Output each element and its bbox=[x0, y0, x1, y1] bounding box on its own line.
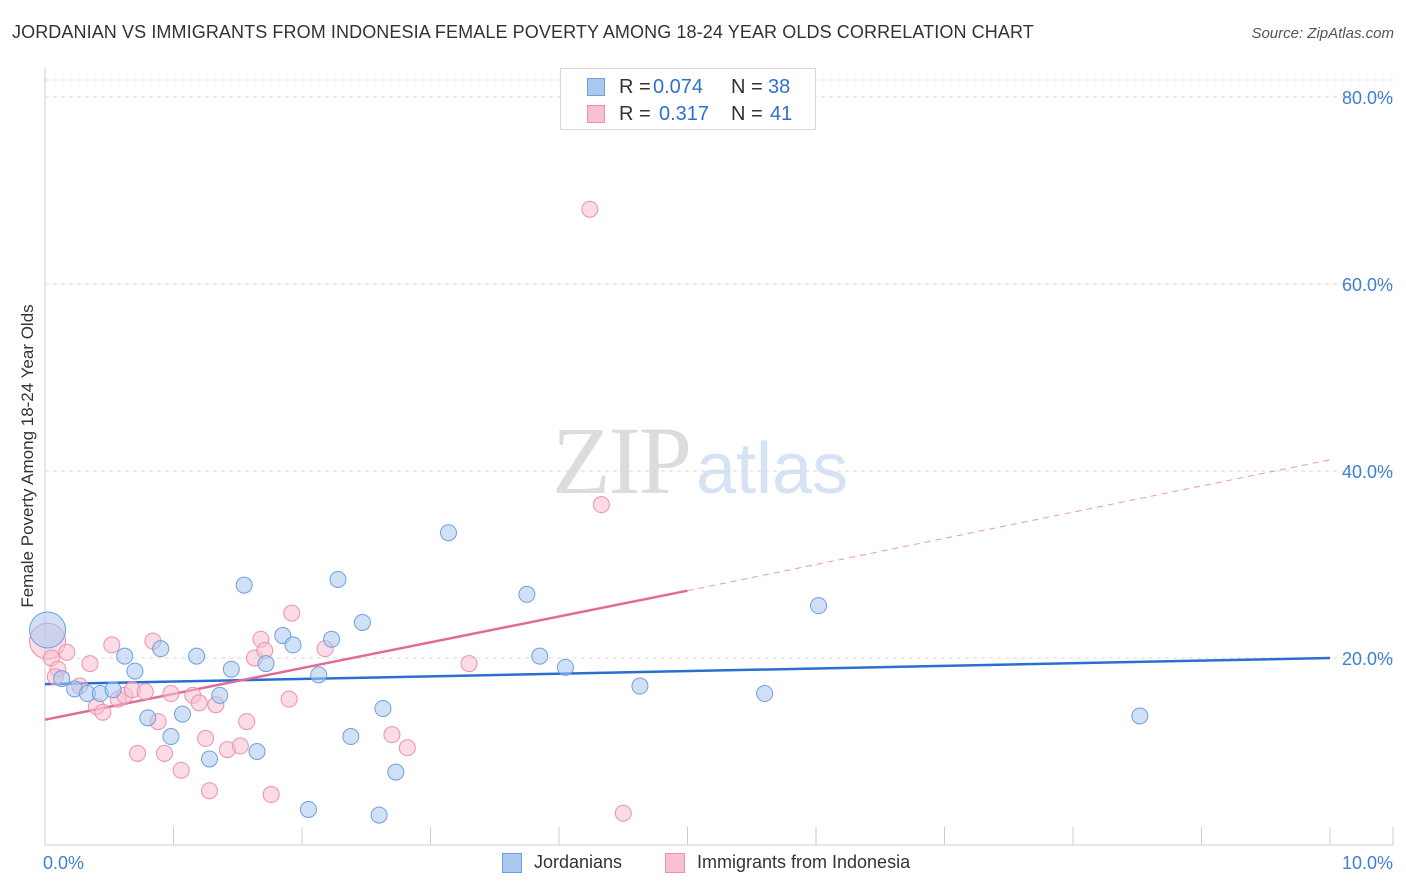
legend-r-value: 0.074 bbox=[653, 76, 704, 98]
data-point-indonesia bbox=[592, 496, 610, 514]
data-point-jordanians bbox=[235, 576, 253, 594]
legend-n-label: N = bbox=[731, 103, 763, 125]
points-layer bbox=[29, 200, 1149, 824]
data-point-indonesia bbox=[280, 690, 298, 708]
data-point-jordanians bbox=[53, 670, 71, 688]
legend-r-label: R = bbox=[619, 76, 651, 98]
data-point-jordanians bbox=[104, 681, 122, 699]
data-point-jordanians bbox=[810, 597, 828, 615]
legend-swatch-indonesia bbox=[587, 105, 605, 123]
legend-r-value: 0.317 bbox=[659, 103, 710, 125]
source-label: Source: ZipAtlas.com bbox=[1251, 25, 1394, 42]
data-point-indonesia bbox=[136, 683, 154, 701]
data-point-indonesia bbox=[197, 729, 215, 747]
data-point-jordanians bbox=[126, 662, 144, 680]
y-tick-label: 60.0% bbox=[1342, 275, 1393, 295]
data-point-jordanians bbox=[152, 640, 170, 658]
data-point-jordanians bbox=[188, 647, 206, 665]
y-axis-label: Female Poverty Among 18-24 Year Olds bbox=[18, 304, 37, 608]
chart-title: JORDANIAN VS IMMIGRANTS FROM INDONESIA F… bbox=[12, 22, 1034, 42]
data-point-indonesia bbox=[156, 744, 174, 762]
data-point-jordanians bbox=[200, 750, 218, 768]
data-point-jordanians bbox=[556, 658, 574, 676]
data-point-jordanians bbox=[257, 655, 275, 673]
data-point-jordanians bbox=[116, 647, 134, 665]
data-point-jordanians bbox=[353, 613, 371, 631]
trend-layer bbox=[44, 459, 1331, 721]
data-point-jordanians bbox=[756, 685, 774, 703]
data-point-jordanians bbox=[323, 630, 341, 648]
data-point-indonesia bbox=[162, 685, 180, 703]
data-point-indonesia bbox=[190, 694, 208, 712]
trend-line-jordanians bbox=[44, 656, 1331, 686]
y-tick-label: 80.0% bbox=[1342, 88, 1393, 108]
bottom-legend-swatch-indonesia bbox=[665, 853, 685, 873]
data-point-jordanians bbox=[439, 524, 457, 542]
bottom-legend-swatch-jordanians bbox=[502, 853, 522, 873]
y-tick-label: 40.0% bbox=[1342, 462, 1393, 482]
data-point-jordanians bbox=[387, 763, 405, 781]
data-point-jordanians bbox=[29, 611, 67, 649]
data-point-indonesia bbox=[238, 713, 256, 731]
data-point-jordanians bbox=[342, 728, 360, 746]
legend-n-value: 41 bbox=[770, 103, 793, 125]
data-point-indonesia bbox=[129, 744, 147, 762]
tick-label-layer: 20.0% 40.0% 60.0% 80.0% 0.0% 10.0% bbox=[43, 88, 1393, 873]
data-point-jordanians bbox=[162, 728, 180, 746]
data-point-indonesia bbox=[614, 804, 632, 822]
data-point-indonesia bbox=[94, 703, 112, 721]
correlation-legend: R = 0.074 N = 38 R = 0.317 N = 41 bbox=[560, 68, 816, 130]
data-point-indonesia bbox=[58, 643, 76, 661]
data-point-indonesia bbox=[262, 786, 280, 804]
data-point-jordanians bbox=[374, 699, 392, 717]
data-point-jordanians bbox=[631, 677, 649, 695]
data-point-indonesia bbox=[460, 655, 478, 673]
legend-n-label: N = bbox=[731, 76, 763, 98]
y-tick-label: 20.0% bbox=[1342, 649, 1393, 669]
trend-extension-indonesia bbox=[687, 459, 1331, 592]
data-point-indonesia bbox=[581, 200, 599, 218]
data-point-jordanians bbox=[248, 743, 266, 760]
data-point-jordanians bbox=[370, 806, 388, 824]
legend-r-label: R = bbox=[619, 103, 651, 125]
data-point-jordanians bbox=[531, 647, 549, 665]
data-point-indonesia bbox=[398, 739, 416, 757]
data-point-indonesia bbox=[81, 655, 99, 673]
data-point-jordanians bbox=[284, 636, 302, 654]
data-point-jordanians bbox=[1131, 707, 1149, 725]
data-point-jordanians bbox=[222, 660, 240, 678]
data-point-jordanians bbox=[518, 585, 536, 603]
bottom-legend-label: Jordanians bbox=[534, 852, 623, 872]
data-point-indonesia bbox=[172, 761, 190, 779]
data-point-jordanians bbox=[139, 709, 157, 727]
bottom-legend-label: Immigrants from Indonesia bbox=[697, 852, 911, 872]
data-point-indonesia bbox=[103, 636, 121, 654]
data-point-jordanians bbox=[299, 800, 317, 818]
data-point-indonesia bbox=[200, 782, 218, 800]
data-point-indonesia bbox=[383, 726, 401, 744]
x-tick-label-min: 0.0% bbox=[43, 853, 84, 873]
data-point-indonesia bbox=[231, 737, 249, 755]
trend-line-indonesia bbox=[44, 589, 688, 721]
legend-n-value: 38 bbox=[768, 76, 791, 98]
data-point-jordanians bbox=[173, 705, 191, 723]
x-tick-label-max: 10.0% bbox=[1342, 853, 1393, 873]
data-point-jordanians bbox=[329, 570, 347, 588]
grid-layer bbox=[45, 79, 1393, 659]
data-point-jordanians bbox=[211, 686, 229, 704]
axis-layer bbox=[44, 68, 1394, 846]
data-point-indonesia bbox=[283, 604, 301, 622]
data-point-jordanians bbox=[310, 666, 328, 684]
legend-swatch-jordanians bbox=[587, 78, 605, 96]
